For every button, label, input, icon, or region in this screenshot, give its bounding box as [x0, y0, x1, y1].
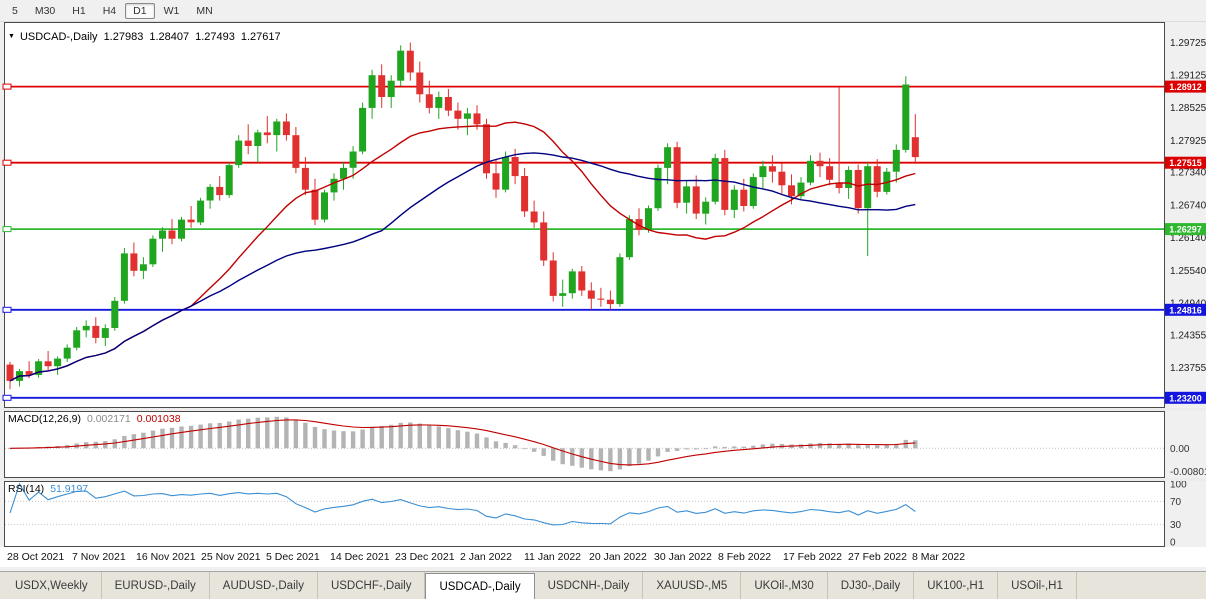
svg-text:1.27925: 1.27925 [1170, 136, 1206, 147]
date-label: 20 Jan 2022 [589, 551, 647, 563]
svg-text:70: 70 [1170, 497, 1182, 508]
date-label: 16 Nov 2021 [136, 551, 196, 563]
price-chart[interactable]: 1.29725 1.29125 1.28525 1.27925 1.27340 1.267… [0, 22, 1206, 408]
tab-ukoil-m30[interactable]: UKOil-,M30 [741, 572, 828, 599]
macd-header: MACD(12,26,9) 0.002171 0.001038 [8, 413, 181, 425]
level-anchor-marker [2, 306, 12, 313]
time-axis[interactable]: 28 Oct 2021 7 Nov 2021 16 Nov 2021 25 Nov 2… [0, 547, 1206, 567]
chart-tabs: USDX,Weekly EURUSD-,Daily AUDUSD-,Daily USD… [0, 571, 1206, 599]
date-label: 25 Nov 2021 [201, 551, 261, 563]
rsi-plot-frame [4, 481, 1165, 547]
horizontal-levels[interactable] [2, 83, 1164, 401]
date-label: 17 Feb 2022 [783, 551, 842, 563]
chart-dropdown-icon[interactable]: ▼ [8, 33, 15, 40]
timeframe-button-h1[interactable]: H1 [72, 4, 86, 17]
rsi-label: RSI(14) [8, 483, 45, 495]
chart-symbol: USDCAD-,Daily [19, 31, 98, 43]
macd-panel[interactable]: 0.00 -0.00801 [0, 411, 1206, 478]
svg-text:1.27340: 1.27340 [1170, 168, 1206, 179]
svg-text:30: 30 [1170, 520, 1182, 531]
date-label: 14 Dec 2021 [330, 551, 390, 563]
tab-usdx-weekly[interactable]: USDX,Weekly [2, 572, 102, 599]
panel-splitter[interactable] [0, 478, 1206, 481]
svg-text:1.29725: 1.29725 [1170, 38, 1206, 49]
tab-xauusd-m5[interactable]: XAUUSD-,M5 [643, 572, 742, 599]
timeframe-button-d1[interactable]: D1 [125, 2, 155, 19]
chart-title: ▼ USDCAD-,Daily 1.27983 1.28407 1.27493 1.276… [8, 31, 281, 43]
tab-usoil-h1[interactable]: USOil-,H1 [998, 572, 1077, 599]
macd-label: MACD(12,26,9) [8, 413, 81, 425]
svg-text:0.00: 0.00 [1170, 444, 1190, 455]
tab-usdchf-daily[interactable]: USDCHF-,Daily [318, 572, 426, 599]
svg-text:1.29125: 1.29125 [1170, 71, 1206, 82]
rsi-panel[interactable]: 100 70 30 0 [0, 481, 1206, 547]
chart-open: 1.27983 [103, 31, 144, 43]
timeframe-toolbar: 5 M30 H1 H4 D1 W1 MN [0, 0, 1206, 22]
tab-usdcad-daily[interactable]: USDCAD-,Daily [425, 573, 535, 599]
date-label: 8 Feb 2022 [718, 551, 772, 563]
ma-slow-line [9, 152, 916, 382]
svg-text:1.25540: 1.25540 [1170, 266, 1206, 277]
tab-dj30-daily[interactable]: DJ30-,Daily [828, 572, 915, 599]
rsi-header: RSI(14) 51.9197 [8, 483, 88, 495]
date-label: 28 Oct 2021 [7, 551, 65, 563]
svg-text:1.26140: 1.26140 [1170, 233, 1206, 244]
chart-low: 1.27493 [195, 31, 235, 43]
date-label: 8 Mar 2022 [912, 551, 966, 563]
chart-close: 1.27617 [240, 31, 281, 43]
svg-text:-0.00801: -0.00801 [1170, 467, 1206, 478]
date-label: 30 Jan 2022 [654, 551, 712, 563]
macd-histogram [7, 416, 918, 472]
svg-text:0: 0 [1170, 538, 1176, 548]
date-label: 2 Jan 2022 [460, 551, 512, 563]
chart-high: 1.28407 [149, 31, 190, 43]
timeframe-button-m30[interactable]: M30 [34, 4, 56, 17]
tab-uk100-h1[interactable]: UK100-,H1 [914, 572, 999, 599]
svg-text:1.24355: 1.24355 [1170, 330, 1206, 341]
rsi-value: 51.9197 [50, 483, 89, 495]
timeframe-button-5[interactable]: 5 [12, 4, 18, 17]
candles-layer [6, 42, 919, 390]
date-label: 27 Feb 2022 [848, 551, 907, 563]
macd-plot-frame [4, 411, 1165, 478]
svg-text:1.26297: 1.26297 [1169, 225, 1202, 235]
svg-text:1.26740: 1.26740 [1170, 200, 1206, 211]
level-price-tags: 1.28912 1.27515 1.26297 1.24816 1.23200 [1165, 80, 1206, 404]
date-label: 23 Dec 2021 [395, 551, 455, 563]
svg-text:1.27515: 1.27515 [1169, 158, 1202, 168]
svg-text:1.23200: 1.23200 [1169, 393, 1202, 403]
macd-signal-value: 0.001038 [136, 413, 181, 425]
svg-text:1.28912: 1.28912 [1169, 82, 1202, 92]
svg-text:100: 100 [1170, 481, 1187, 491]
tab-audusd-daily[interactable]: AUDUSD-,Daily [210, 572, 318, 599]
date-label: 7 Nov 2021 [72, 551, 126, 563]
macd-signal-line [9, 419, 916, 466]
date-label: 5 Dec 2021 [266, 551, 320, 563]
level-anchor-marker [2, 159, 12, 166]
date-label: 11 Jan 2022 [524, 551, 582, 563]
tab-usdcnh-daily[interactable]: USDCNH-,Daily [535, 572, 644, 599]
svg-text:1.24816: 1.24816 [1169, 305, 1202, 315]
timeframe-button-mn[interactable]: MN [196, 4, 213, 17]
timeframe-button-w1[interactable]: W1 [163, 4, 180, 17]
price-plot-frame [4, 22, 1165, 408]
svg-text:1.23755: 1.23755 [1170, 363, 1206, 374]
level-anchor-marker [2, 394, 12, 401]
tab-eurusd-daily[interactable]: EURUSD-,Daily [102, 572, 210, 599]
timeframe-button-h4[interactable]: H4 [102, 4, 117, 17]
rsi-line [9, 482, 916, 526]
macd-main-value: 0.002171 [86, 413, 131, 425]
macd-axis-labels: 0.00 -0.00801 [1170, 444, 1206, 478]
panel-splitter[interactable] [0, 408, 1206, 411]
rsi-axis-labels: 100 70 30 0 [1170, 481, 1187, 547]
level-anchor-marker [2, 83, 12, 90]
level-anchor-marker [2, 226, 12, 233]
svg-text:1.28525: 1.28525 [1170, 103, 1206, 114]
